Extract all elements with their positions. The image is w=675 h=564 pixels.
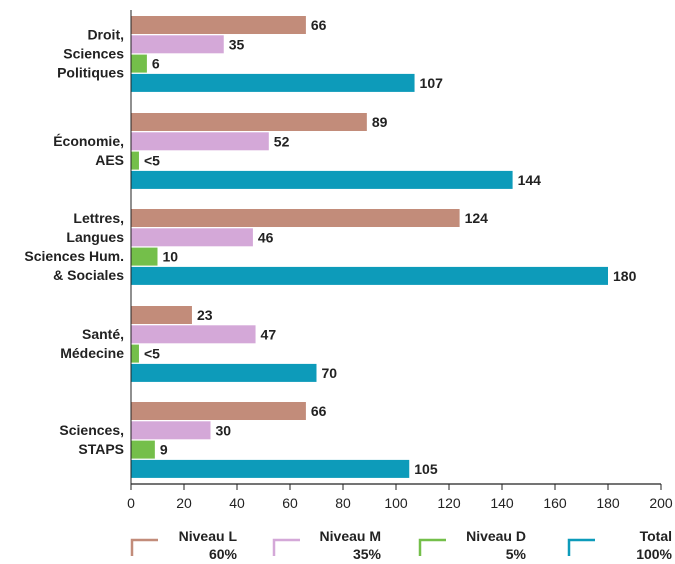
x-tick-label: 140 — [490, 495, 514, 511]
value-label: 66 — [311, 17, 327, 33]
category-label-line: Droit, — [87, 26, 124, 42]
value-label: 6 — [152, 56, 160, 72]
bar-niveau-l-2 — [131, 209, 460, 227]
value-label: 35 — [229, 36, 245, 52]
category-label-line: Langues — [66, 229, 124, 245]
legend-series-share: 5% — [506, 546, 527, 562]
category-label-line: & Sociales — [53, 267, 124, 283]
bar-niveau-d-0 — [131, 54, 147, 73]
value-label: 89 — [372, 114, 388, 130]
bar-niveau-l-1 — [131, 113, 367, 131]
bar-niveau-d-1 — [131, 151, 139, 170]
value-label: 105 — [414, 461, 438, 477]
value-label: 66 — [311, 403, 327, 419]
category-label: Santé, Médecine — [60, 326, 124, 361]
bar-niveau-l-4 — [131, 402, 306, 420]
value-label: 46 — [258, 229, 274, 245]
category-label-line: Sciences, — [59, 422, 124, 438]
x-tick-label: 120 — [437, 495, 461, 511]
x-tick-label: 40 — [229, 495, 245, 511]
legend-series-name: Niveau M — [320, 528, 381, 544]
legend-swatch — [567, 538, 595, 556]
category-label-line: STAPS — [78, 441, 124, 457]
legend-item-niveau-d: Niveau D 5% — [418, 528, 527, 562]
category-labels: Droit, Sciences Politiques Économie, AES Lett… — [24, 26, 124, 457]
legend-swatch — [272, 538, 300, 556]
category-label: Économie, AES — [53, 133, 124, 168]
legend-item-total: Total 100% — [567, 528, 673, 562]
legend-item-niveau-l: Niveau L 60% — [130, 528, 238, 562]
bar-niveau-d-2 — [131, 247, 158, 266]
category-label-line: Politiques — [57, 64, 124, 80]
category-label-line: Sciences Hum. — [24, 248, 124, 264]
bar-niveau-d-4 — [131, 440, 155, 459]
legend-series-share: 100% — [636, 546, 672, 562]
value-label: 30 — [216, 422, 232, 438]
value-label: <5 — [144, 153, 160, 169]
x-tick-label: 160 — [543, 495, 567, 511]
bar-niveau-m-0 — [131, 35, 224, 54]
value-label: 124 — [465, 210, 489, 226]
legend: Niveau L 60% Niveau M 35% Niveau D 5% Total 100… — [130, 528, 673, 562]
value-label: 107 — [420, 75, 444, 91]
value-label: 70 — [322, 365, 338, 381]
x-tick-label: 80 — [335, 495, 351, 511]
bar-total-3 — [131, 363, 317, 382]
bar-total-4 — [131, 459, 410, 478]
bar-niveau-d-3 — [131, 344, 139, 363]
bar-niveau-m-2 — [131, 228, 253, 247]
legend-swatch — [418, 538, 446, 556]
value-label: 52 — [274, 133, 290, 149]
x-tick-label: 20 — [176, 495, 192, 511]
value-label: <5 — [144, 346, 160, 362]
legend-series-name: Niveau L — [179, 528, 238, 544]
category-label-line: Médecine — [60, 345, 124, 361]
value-label: 23 — [197, 307, 213, 323]
bar-total-2 — [131, 266, 608, 285]
value-label: 47 — [261, 326, 277, 342]
x-tick-label: 60 — [282, 495, 298, 511]
category-label: Sciences, STAPS — [59, 422, 124, 457]
legend-swatch — [130, 538, 158, 556]
bar-niveau-m-3 — [131, 325, 256, 344]
bars-layer: 66 35 6 107 89 52 <5 144 124 46 10 180 23 47 <5 70 66 30 9… — [131, 16, 637, 478]
x-tick-label: 180 — [596, 495, 620, 511]
value-label: 10 — [163, 249, 179, 265]
value-label: 144 — [518, 172, 542, 188]
bar-total-1 — [131, 170, 513, 189]
bar-niveau-l-0 — [131, 16, 306, 34]
category-label: Droit, Sciences Politiques — [57, 26, 124, 80]
legend-series-share: 60% — [209, 546, 238, 562]
category-label-line: AES — [95, 152, 124, 168]
category-label-line: Lettres, — [73, 210, 124, 226]
x-axis: 0 20 40 60 80 100 120 140 160 180 200 — [127, 10, 673, 511]
x-tick-label: 200 — [649, 495, 673, 511]
bar-niveau-l-3 — [131, 306, 192, 324]
bar-total-0 — [131, 73, 415, 92]
legend-series-name: Total — [640, 528, 672, 544]
bar-niveau-m-4 — [131, 421, 211, 440]
category-label-line: Économie, — [53, 133, 124, 149]
legend-item-niveau-m: Niveau M 35% — [272, 528, 382, 562]
legend-series-share: 35% — [353, 546, 382, 562]
x-tick-label: 100 — [384, 495, 408, 511]
legend-series-name: Niveau D — [466, 528, 526, 544]
bar-niveau-m-1 — [131, 132, 269, 151]
value-label: 9 — [160, 442, 168, 458]
category-label-line: Sciences — [63, 45, 124, 61]
value-label: 180 — [613, 268, 637, 284]
category-label-line: Santé, — [82, 326, 124, 342]
x-tick-label: 0 — [127, 495, 135, 511]
category-label: Lettres, Langues Sciences Hum. & Sociales — [24, 210, 124, 283]
